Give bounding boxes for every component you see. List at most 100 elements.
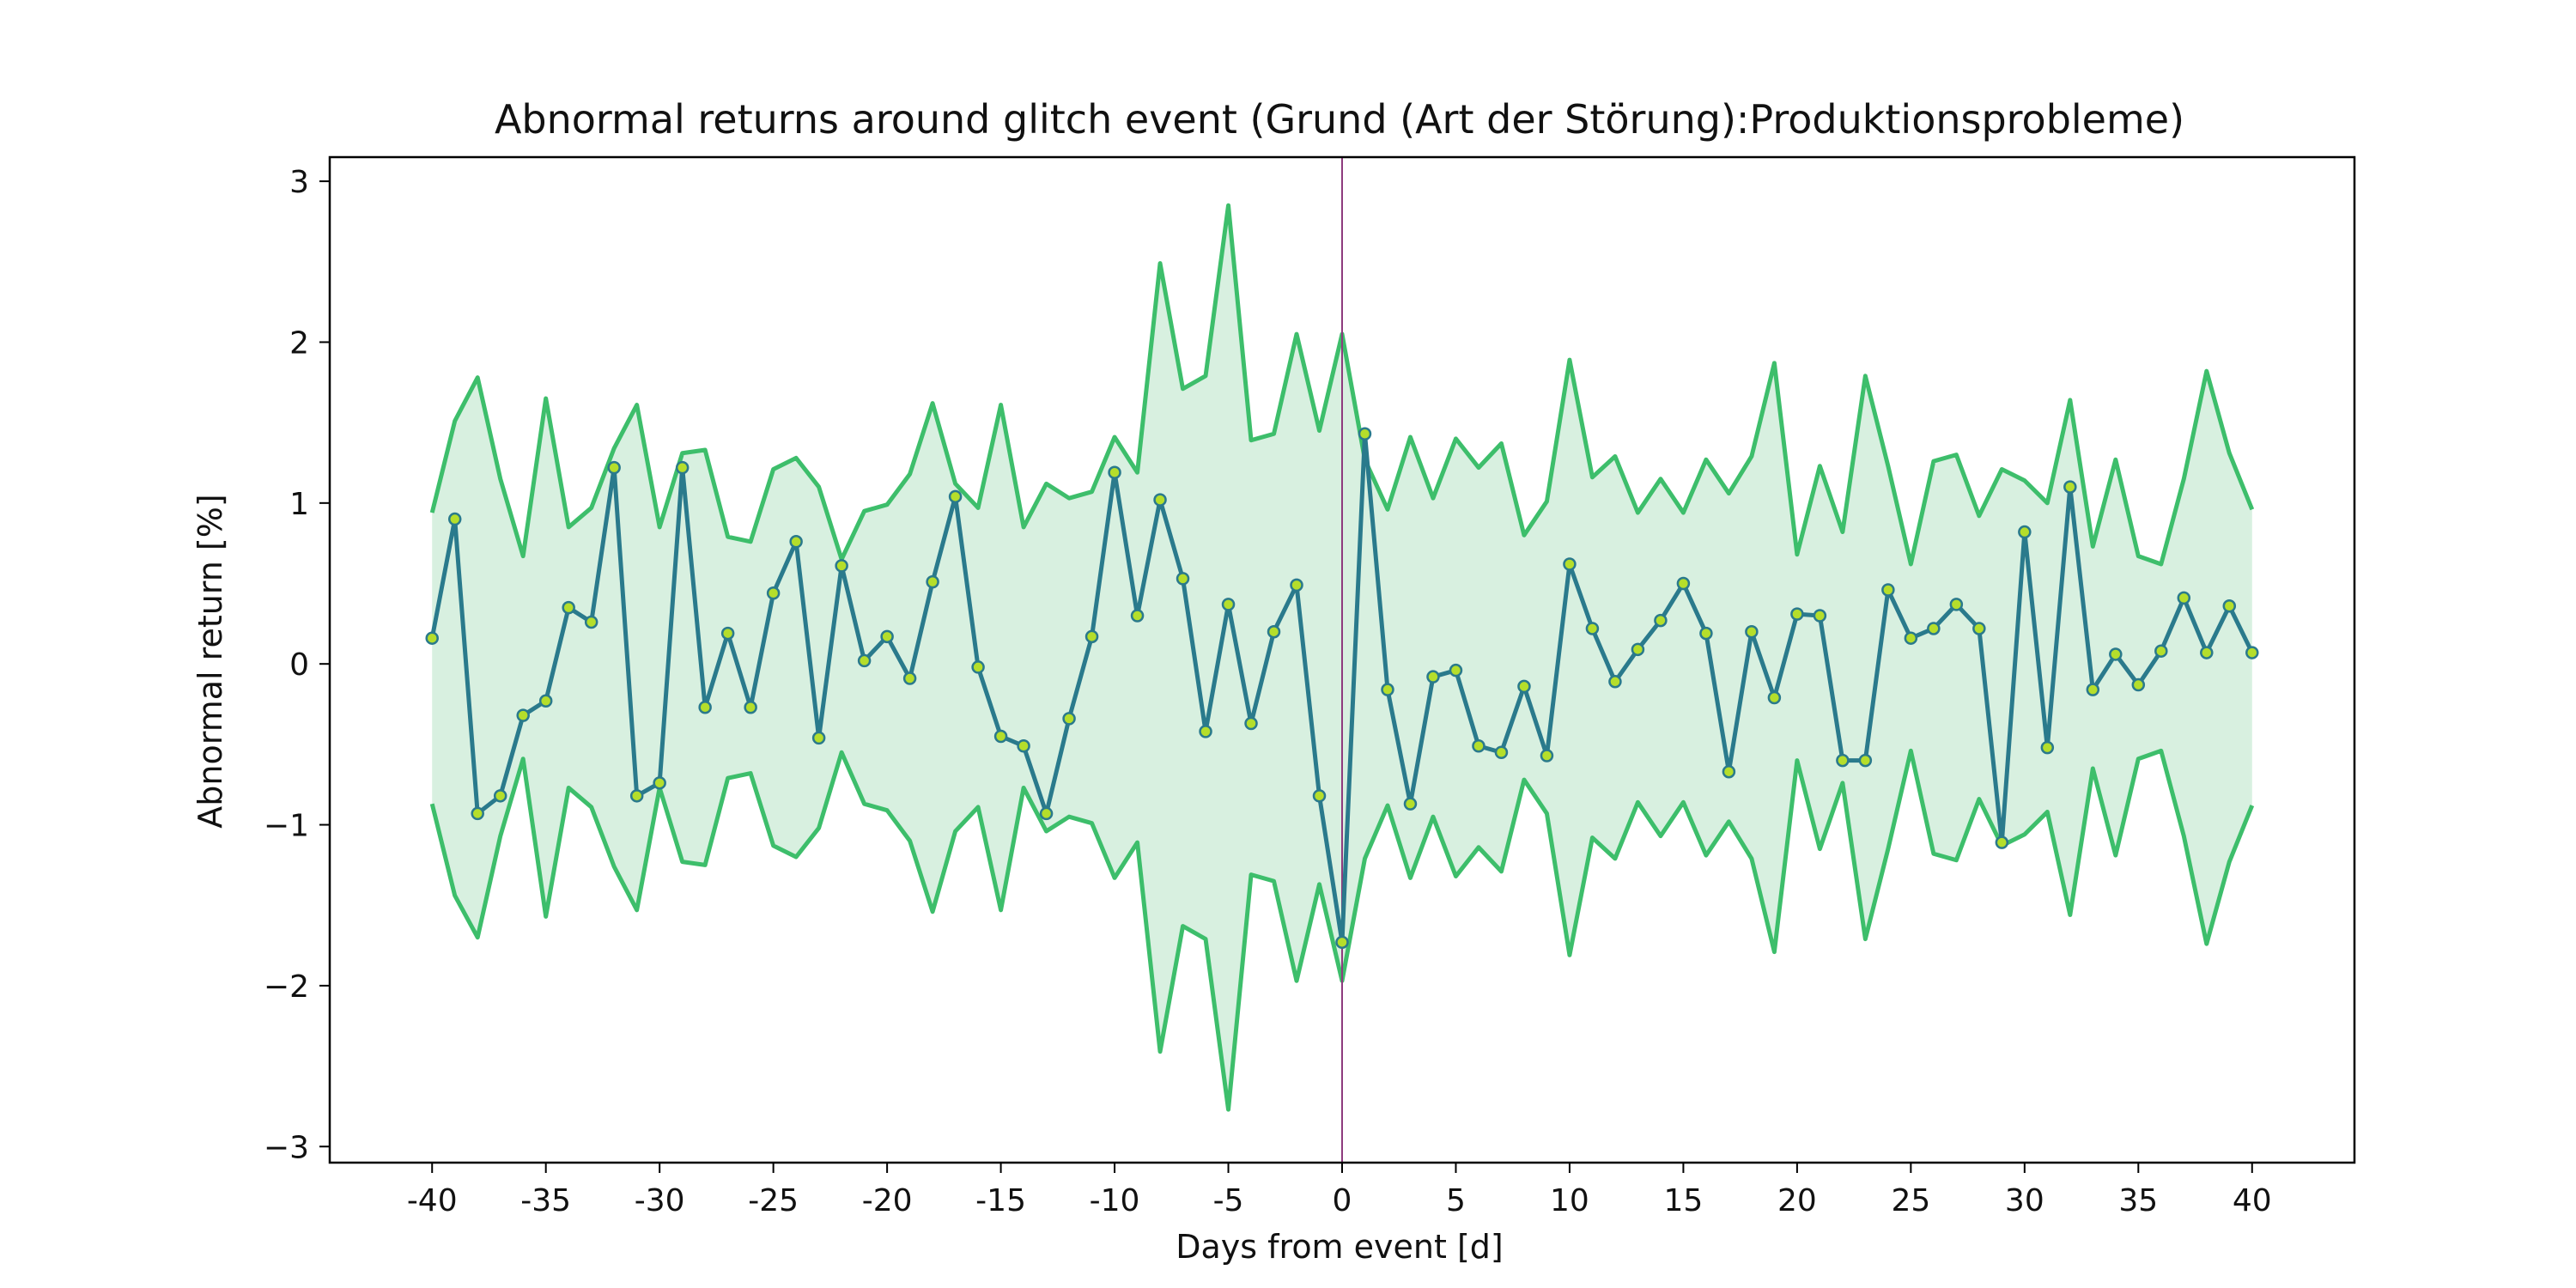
- x-axis-ticks: -40 -35 -30 -25 -20 -15 -10 -5 0 5 10 15 20 25 30 35 40: [407, 1163, 2272, 1218]
- data-point: [789, 535, 803, 549]
- data-point: [1836, 753, 1850, 768]
- data-point: [1585, 622, 1600, 635]
- x-tick-label: 30: [2005, 1183, 2044, 1218]
- x-tick-label: 5: [1446, 1183, 1466, 1218]
- x-tick-label: -15: [975, 1183, 1026, 1218]
- data-point: [1267, 624, 1281, 639]
- data-point: [857, 653, 872, 668]
- data-point: [880, 629, 894, 644]
- x-tick-label: 20: [1777, 1183, 1817, 1218]
- data-point: [1199, 725, 1212, 738]
- data-point: [447, 512, 462, 526]
- data-point: [766, 586, 781, 600]
- x-tick-label: -25: [748, 1183, 799, 1218]
- data-point: [1062, 712, 1076, 726]
- data-point: [971, 660, 985, 674]
- x-tick-label: 15: [1664, 1183, 1704, 1218]
- y-tick-label: −1: [264, 809, 309, 844]
- data-point: [1699, 626, 1713, 641]
- y-tick-label: 0: [289, 647, 309, 683]
- x-tick-label: -10: [1090, 1183, 1140, 1218]
- data-point: [1494, 745, 1509, 759]
- data-point: [2245, 646, 2259, 659]
- data-point: [1449, 663, 1463, 677]
- data-point: [2131, 677, 2146, 692]
- data-point: [1176, 572, 1190, 586]
- data-point: [1676, 576, 1691, 591]
- data-point: [1722, 764, 1736, 779]
- data-point: [1563, 557, 1577, 571]
- x-tick-label: 40: [2233, 1183, 2272, 1218]
- data-point: [2040, 740, 2055, 755]
- data-point: [1472, 738, 1485, 753]
- data-point: [1904, 631, 1918, 645]
- x-tick-label: -35: [520, 1183, 571, 1218]
- data-point: [1244, 716, 1258, 731]
- x-axis-label: Days from event [d]: [1176, 1228, 1504, 1266]
- x-tick-label: 0: [1333, 1183, 1352, 1218]
- data-point: [2200, 646, 2214, 659]
- data-point: [471, 806, 484, 821]
- y-tick-label: 1: [289, 487, 309, 522]
- data-point: [1767, 690, 1782, 705]
- data-point: [607, 460, 621, 475]
- data-point: [1995, 835, 2009, 849]
- chart-title: Abnormal returns around glitch event (Gr…: [495, 96, 2184, 143]
- data-point: [1403, 797, 1418, 811]
- data-point: [902, 671, 917, 685]
- data-point: [1358, 427, 1372, 441]
- data-point: [1130, 609, 1145, 623]
- data-point: [1790, 607, 1804, 621]
- data-point: [584, 615, 598, 629]
- data-point: [562, 600, 575, 615]
- data-point: [926, 574, 939, 589]
- data-point: [2177, 591, 2191, 605]
- x-tick-label: -40: [407, 1183, 458, 1218]
- data-point: [653, 776, 666, 790]
- data-point: [675, 460, 690, 475]
- data-point: [2222, 598, 2237, 613]
- data-point: [1017, 738, 1030, 753]
- data-point: [1039, 806, 1054, 821]
- data-point: [2109, 647, 2123, 661]
- data-point: [1858, 753, 1873, 768]
- x-tick-label: -30: [635, 1183, 685, 1218]
- y-tick-label: −2: [264, 969, 309, 1005]
- data-point: [1108, 465, 1121, 479]
- data-point: [993, 729, 1008, 744]
- data-point: [1654, 613, 1668, 628]
- data-point: [1290, 578, 1303, 592]
- data-point: [1517, 679, 1531, 694]
- data-point: [744, 701, 757, 714]
- data-point: [1540, 749, 1554, 762]
- data-point: [1927, 622, 1941, 635]
- data-point: [1608, 675, 1622, 689]
- data-point: [516, 708, 530, 722]
- x-tick-label: 10: [1550, 1183, 1589, 1218]
- data-point: [629, 789, 644, 803]
- data-point: [720, 626, 735, 641]
- x-tick-label: -5: [1213, 1183, 1244, 1218]
- data-point: [1153, 493, 1167, 507]
- x-tick-label: 25: [1891, 1183, 1930, 1218]
- data-point: [1426, 670, 1440, 683]
- data-point: [1335, 935, 1349, 950]
- data-point: [493, 789, 507, 803]
- y-axis-label: Abnormal return [%]: [191, 494, 229, 828]
- y-tick-label: −3: [264, 1130, 309, 1165]
- data-point: [1221, 598, 1236, 611]
- data-point: [1813, 609, 1827, 623]
- data-point: [948, 489, 963, 504]
- data-point: [698, 701, 712, 714]
- data-point: [1881, 583, 1895, 597]
- data-point: [1381, 683, 1394, 696]
- data-point: [1745, 624, 1759, 639]
- data-point: [1631, 642, 1645, 657]
- data-point: [2063, 480, 2077, 494]
- data-point: [2018, 525, 2032, 539]
- x-tick-label: -20: [862, 1183, 913, 1218]
- plot-area: [328, 155, 2356, 1164]
- data-point: [425, 631, 439, 645]
- data-point: [1084, 629, 1099, 644]
